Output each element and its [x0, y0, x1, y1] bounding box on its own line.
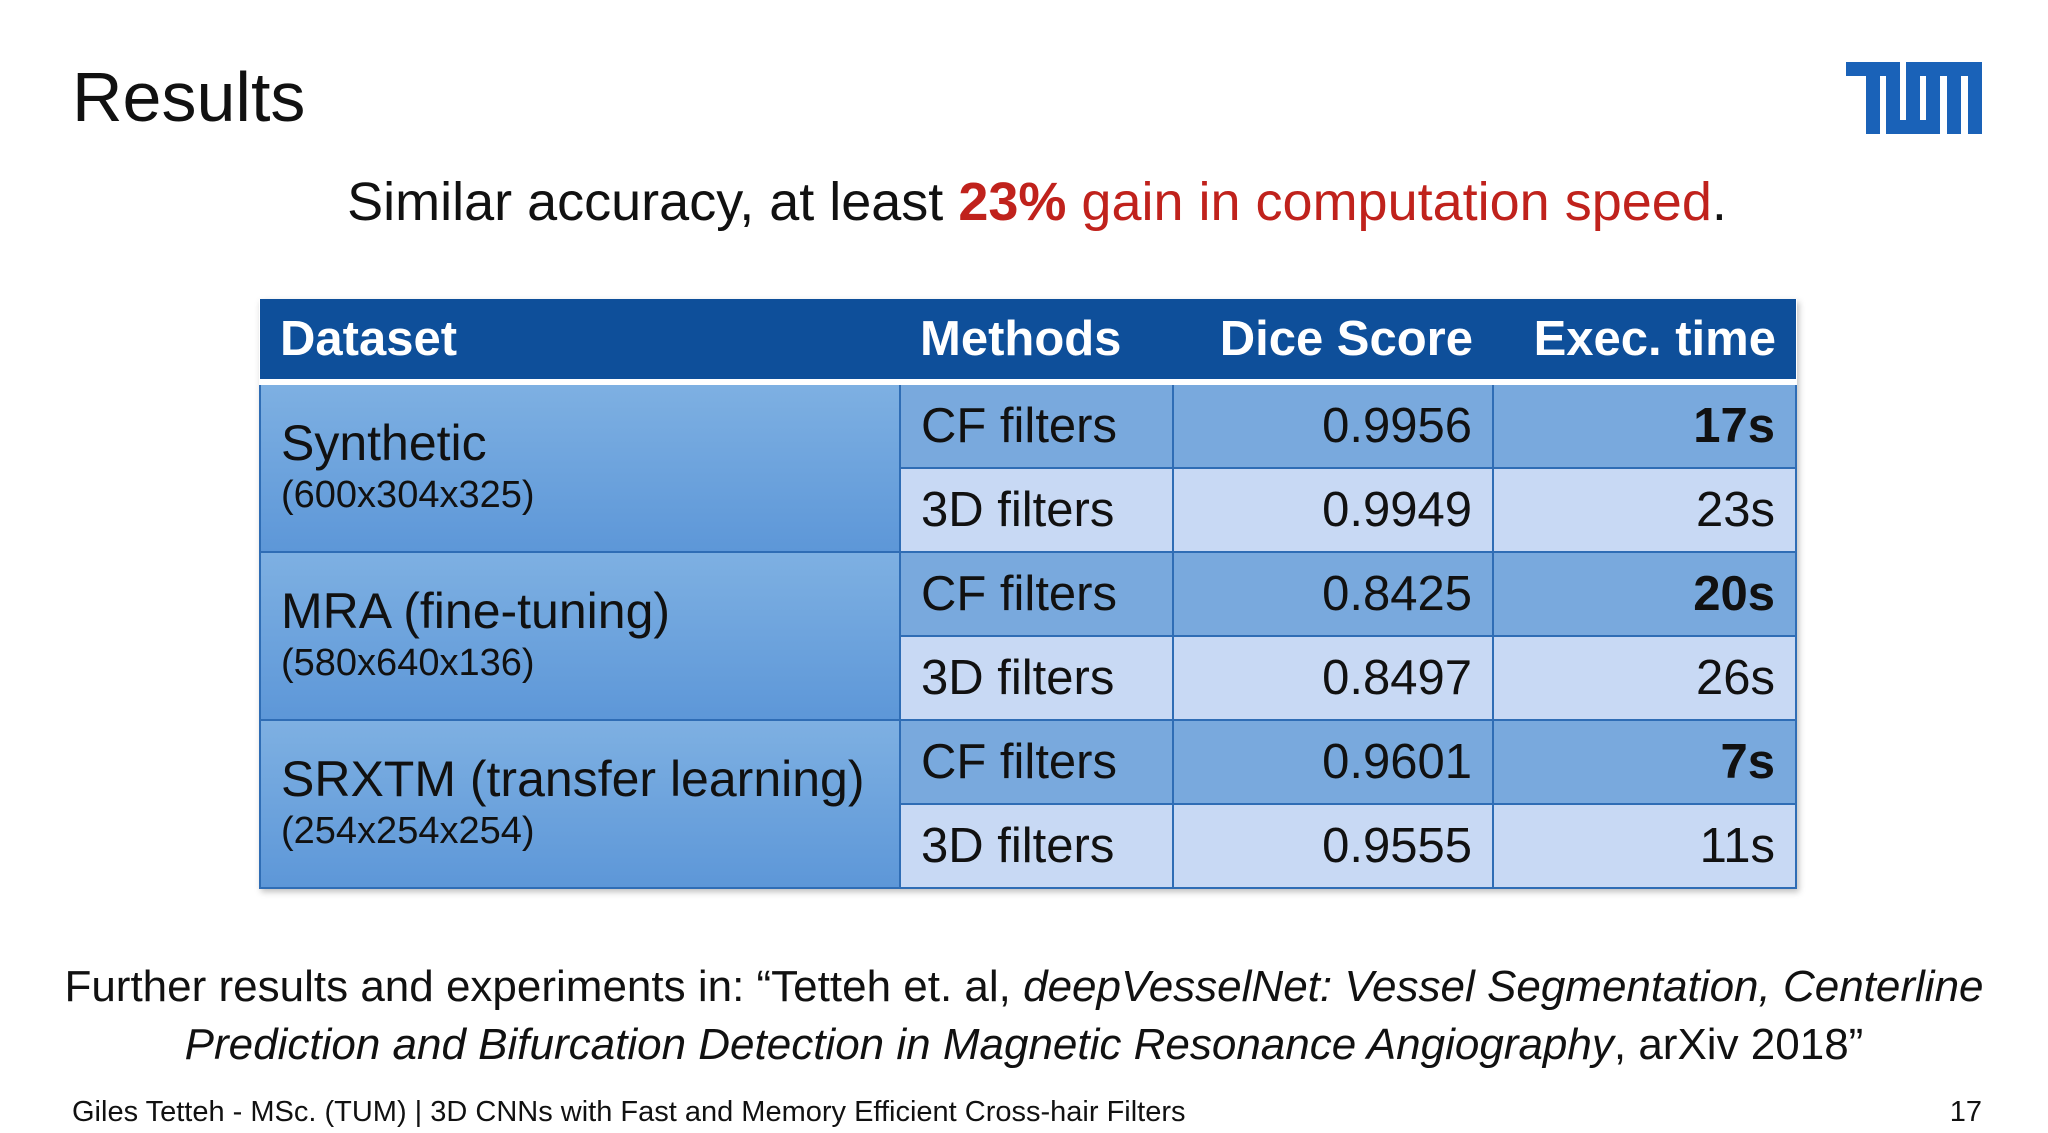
subtitle-highlight: 23% — [958, 172, 1067, 232]
dataset-cell: SRXTM (transfer learning) (254x254x254) — [259, 719, 901, 889]
page-number: 17 — [1949, 1096, 1982, 1128]
subtitle-gain: gain in computation speed — [1066, 172, 1712, 232]
reference-line-1: Further results and experiments in: “Tet… — [0, 958, 2048, 1016]
method-cell: 3D filters — [899, 467, 1174, 553]
dice-score-cell: 0.8497 — [1172, 635, 1494, 721]
exec-time-cell: 17s — [1492, 381, 1797, 469]
dataset-cell: MRA (fine-tuning) (580x640x136) — [259, 551, 901, 721]
dataset-dims: (254x254x254) — [281, 809, 535, 852]
table-row: 3D filters 0.9555 11s — [260, 803, 1797, 889]
dice-score-cell: 0.9555 — [1172, 803, 1494, 889]
dataset-name: Synthetic — [281, 414, 487, 471]
reference-suffix: , arXiv 2018” — [1613, 1020, 1864, 1069]
tum-logo-icon — [1846, 62, 1982, 134]
header-dataset: Dataset — [260, 299, 900, 385]
subtitle-suffix: . — [1711, 172, 1727, 232]
slide-subtitle: Similar accuracy, at least 23% gain in c… — [0, 170, 2048, 235]
reference-paper-title-part1: deepVesselNet: Vessel Segmentation, Cent… — [1023, 962, 1984, 1011]
method-cell: 3D filters — [899, 635, 1174, 721]
header-methods: Methods — [900, 299, 1173, 385]
slide-title: Results — [72, 58, 306, 136]
method-cell: CF filters — [899, 719, 1174, 805]
exec-time-cell: 7s — [1492, 719, 1797, 805]
dice-score-cell: 0.8425 — [1172, 551, 1494, 637]
reference-prefix: Further results and experiments in: “Tet… — [64, 962, 1024, 1011]
dice-score-cell: 0.9601 — [1172, 719, 1494, 805]
slide-footer: Giles Tetteh - MSc. (TUM) | 3D CNNs with… — [72, 1096, 1186, 1128]
header-exec-time: Exec. time — [1493, 299, 1796, 385]
method-cell: CF filters — [899, 381, 1174, 469]
reference-paper-title-part2: Prediction and Bifurcation Detection in … — [184, 1020, 1614, 1069]
table-row: 3D filters 0.8497 26s — [260, 635, 1797, 721]
dataset-dims: (600x304x325) — [281, 473, 535, 516]
dataset-name: MRA (fine-tuning) — [281, 582, 671, 639]
reference-line-2: Prediction and Bifurcation Detection in … — [0, 1016, 2048, 1074]
exec-time-cell: 20s — [1492, 551, 1797, 637]
dice-score-cell: 0.9949 — [1172, 467, 1494, 553]
table-header-row: Dataset Methods Dice Score Exec. time — [260, 299, 1796, 385]
header-dice-score: Dice Score — [1173, 299, 1493, 385]
table-row: SRXTM (transfer learning) (254x254x254) … — [259, 719, 1797, 889]
reference-citation: Further results and experiments in: “Tet… — [0, 958, 2048, 1074]
results-table: Dataset Methods Dice Score Exec. time Sy… — [259, 299, 1797, 889]
exec-time-cell: 23s — [1492, 467, 1797, 553]
dataset-dims: (580x640x136) — [281, 641, 535, 684]
table-row: Synthetic (600x304x325) CF filters 0.995… — [259, 381, 1797, 553]
method-cell: 3D filters — [899, 803, 1174, 889]
table-row: 3D filters 0.9949 23s — [260, 467, 1797, 553]
exec-time-cell: 26s — [1492, 635, 1797, 721]
dice-score-cell: 0.9956 — [1172, 381, 1494, 469]
method-cell: CF filters — [899, 551, 1174, 637]
table-row: MRA (fine-tuning) (580x640x136) CF filte… — [259, 551, 1797, 721]
exec-time-cell: 11s — [1492, 803, 1797, 889]
dataset-cell: Synthetic (600x304x325) — [259, 381, 901, 553]
dataset-name: SRXTM (transfer learning) — [281, 750, 865, 807]
subtitle-prefix: Similar accuracy, at least — [347, 172, 959, 232]
